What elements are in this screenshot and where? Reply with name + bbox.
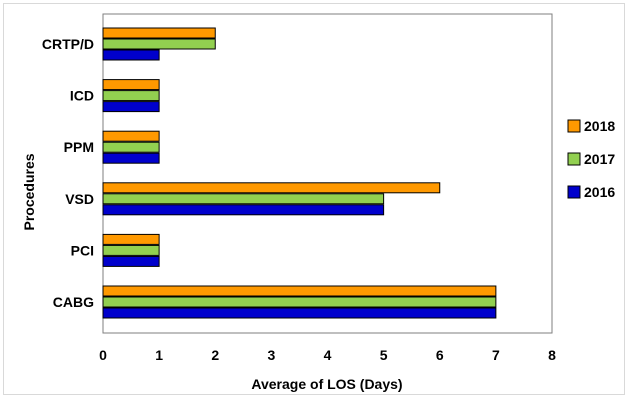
bar-icd-2016 bbox=[102, 101, 160, 113]
bar-pci-2017 bbox=[102, 244, 160, 256]
bar-crtp-d-2016 bbox=[102, 49, 160, 61]
x-tick-label: 3 bbox=[267, 347, 275, 363]
x-tick-label: 8 bbox=[548, 347, 556, 363]
x-tick-label: 0 bbox=[99, 347, 107, 363]
bar-crtp-d-2017 bbox=[102, 38, 216, 50]
x-axis-title: Average of LOS (Days) bbox=[251, 376, 402, 392]
category-label: CABG bbox=[53, 294, 94, 310]
bar-ppm-2018 bbox=[102, 130, 160, 142]
bar-crtp-d-2018 bbox=[102, 27, 216, 39]
legend-swatch-2018 bbox=[567, 119, 581, 133]
category-label: CRTP/D bbox=[42, 36, 94, 52]
x-tick-label: 6 bbox=[436, 347, 444, 363]
x-tick-labels: 0 1 2 3 4 5 6 7 8 bbox=[99, 347, 556, 363]
plot-area bbox=[102, 13, 553, 334]
x-tick-label: 4 bbox=[324, 347, 332, 363]
category-label: PPM bbox=[64, 139, 94, 155]
legend: 2018 2017 2016 bbox=[567, 118, 615, 200]
bar-vsd-2018 bbox=[102, 182, 441, 194]
bar-icd-2018 bbox=[102, 79, 160, 91]
bar-cabg-2017 bbox=[102, 296, 497, 308]
y-axis-title: Procedures bbox=[21, 153, 37, 230]
x-tick-label: 5 bbox=[380, 347, 388, 363]
category-label: VSD bbox=[65, 191, 94, 207]
legend-label-2016: 2016 bbox=[584, 184, 615, 200]
legend-swatch-2016 bbox=[567, 185, 581, 199]
bar-vsd-2017 bbox=[102, 193, 385, 205]
bar-icd-2017 bbox=[102, 90, 160, 102]
bar-pci-2018 bbox=[102, 233, 160, 245]
bar-cabg-2016 bbox=[102, 307, 497, 319]
legend-swatch-2017 bbox=[567, 152, 581, 166]
category-labels: CRTP/D ICD PPM VSD PCI CABG bbox=[42, 36, 94, 310]
bar-cabg-2018 bbox=[102, 285, 497, 297]
x-tick-label: 2 bbox=[211, 347, 219, 363]
category-label: PCI bbox=[71, 242, 94, 258]
bar-pci-2016 bbox=[102, 255, 160, 267]
legend-label-2017: 2017 bbox=[584, 151, 615, 167]
legend-label-2018: 2018 bbox=[584, 118, 615, 134]
category-label: ICD bbox=[70, 88, 94, 104]
x-tick-label: 7 bbox=[492, 347, 500, 363]
x-tick-label: 1 bbox=[155, 347, 163, 363]
bar-ppm-2016 bbox=[102, 152, 160, 164]
bars-group bbox=[102, 27, 497, 319]
bar-ppm-2017 bbox=[102, 141, 160, 153]
bar-vsd-2016 bbox=[102, 204, 385, 216]
